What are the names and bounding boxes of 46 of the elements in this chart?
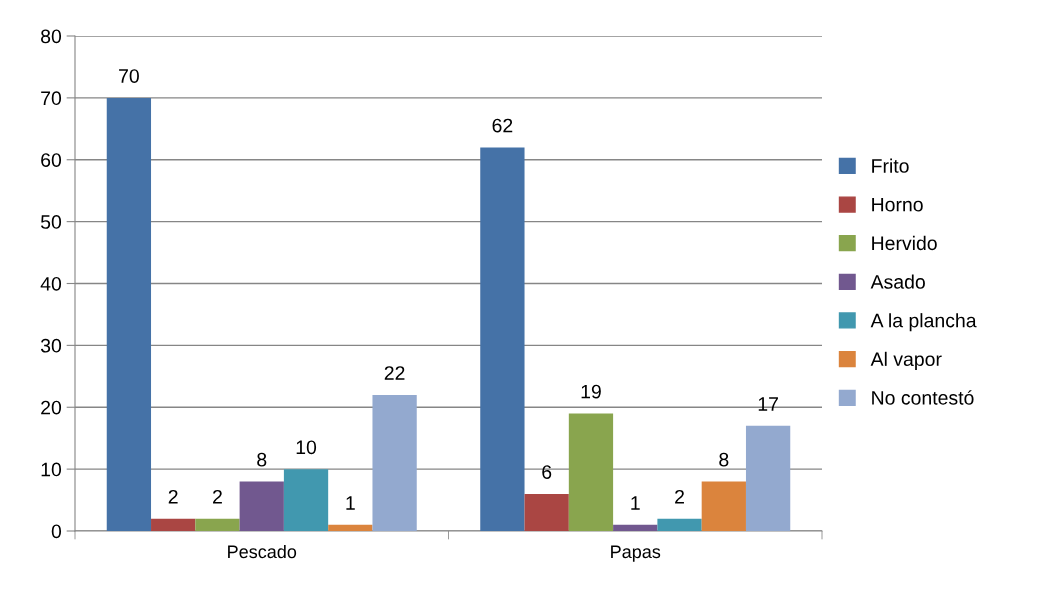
data-label: 8 xyxy=(719,452,729,467)
y-tick-label: 0 xyxy=(51,524,62,539)
y-tick-label: 70 xyxy=(41,91,62,106)
data-label: 17 xyxy=(758,397,778,411)
y-tick-label: 10 xyxy=(41,462,62,477)
y-tick-label: 60 xyxy=(41,153,62,167)
bar xyxy=(372,394,417,531)
y-tick-label: 30 xyxy=(40,338,62,353)
x-tick-label: Pescado xyxy=(228,544,297,559)
legend-label: Al vapor xyxy=(870,351,942,370)
x-tick-label: Papas xyxy=(611,545,661,562)
data-label: 2 xyxy=(675,489,684,504)
legend-label: Asado xyxy=(870,274,925,289)
data-label: 19 xyxy=(581,384,601,399)
legend-label: Frito xyxy=(872,158,909,173)
data-label: 62 xyxy=(492,118,513,133)
legend-label: A la plancha xyxy=(870,313,977,332)
legend-label: Horno xyxy=(872,197,923,212)
bar xyxy=(613,524,658,531)
data-label: 2 xyxy=(168,489,178,504)
legend-label: Hervido xyxy=(872,235,937,251)
bar xyxy=(328,524,373,531)
bar xyxy=(701,481,746,531)
data-label: 6 xyxy=(542,465,552,479)
data-label: 8 xyxy=(257,452,267,467)
data-label: 1 xyxy=(346,496,355,510)
data-label: 2 xyxy=(213,489,222,504)
data-label: 10 xyxy=(296,440,317,455)
bar xyxy=(195,518,240,531)
bar xyxy=(239,481,284,531)
y-tick-label: 40 xyxy=(40,276,62,291)
bar xyxy=(524,493,569,531)
bar xyxy=(568,413,614,531)
y-tick-label: 50 xyxy=(40,215,62,229)
data-label: 70 xyxy=(119,69,139,83)
bar xyxy=(106,97,152,531)
y-tick-label: 80 xyxy=(41,29,62,44)
data-label: 1 xyxy=(631,496,640,510)
bar xyxy=(480,147,525,531)
bar xyxy=(283,469,329,531)
bar xyxy=(151,518,196,531)
bar xyxy=(745,425,791,531)
legend-label: No contestó xyxy=(872,390,974,405)
bar xyxy=(657,518,702,531)
y-tick-label: 20 xyxy=(41,400,62,415)
data-label: 22 xyxy=(384,366,405,380)
